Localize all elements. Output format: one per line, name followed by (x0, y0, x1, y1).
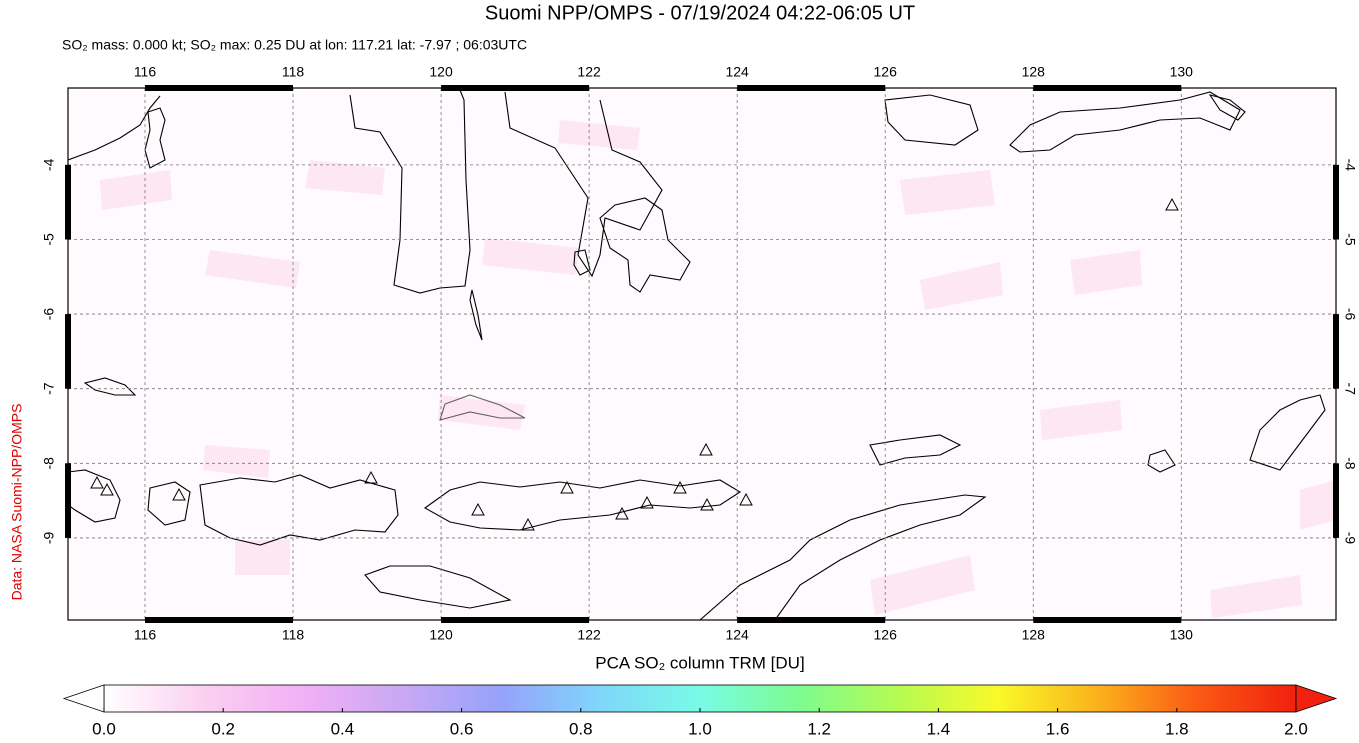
x-tick-label-bottom: 116 (134, 627, 157, 643)
frame-tick-band (1333, 164, 1339, 240)
colorbar-tick-label: 0.0 (92, 719, 116, 738)
x-tick-label-bottom: 120 (429, 627, 453, 643)
colorbar-tick-label: 1.8 (1165, 719, 1189, 738)
x-tick-label-bottom: 118 (282, 627, 305, 643)
colorbar (103, 684, 1297, 713)
colorbar-tick-label: 0.6 (450, 719, 474, 738)
x-tick-label-bottom: 124 (725, 627, 749, 643)
x-tick-label-bottom: 122 (577, 627, 601, 643)
x-tick-label-top: 126 (874, 64, 898, 80)
frame-tick-band (65, 164, 71, 240)
y-tick-label-right: -4 (1342, 159, 1358, 172)
y-tick-label-left: -7 (41, 382, 57, 395)
y-tick-label-left: -9 (41, 531, 57, 544)
y-tick-label-right: -5 (1342, 233, 1358, 246)
x-tick-label-top: 130 (1170, 64, 1194, 80)
x-tick-label-top: 124 (725, 64, 749, 80)
frame-tick-band (441, 617, 590, 623)
colorbar-label: PCA SO₂ column TRM [DU] (595, 653, 804, 672)
frame-tick-band (65, 463, 71, 538)
frame-tick-band (144, 617, 294, 623)
credit: Data: NASA Suomi-NPP/OMPS (9, 404, 25, 601)
frame-tick-band (1333, 314, 1339, 389)
coastlines (68, 89, 1326, 620)
volcano-markers (90, 197, 1179, 531)
y-tick-label-right: -9 (1342, 532, 1358, 545)
x-tick-label-top: 120 (429, 64, 453, 80)
x-tick-label-bottom: 126 (874, 627, 898, 643)
map-area (68, 88, 1336, 620)
colorbar-tick-label: 0.2 (211, 719, 235, 738)
y-tick-label-left: -4 (41, 158, 57, 171)
map-background (68, 88, 1336, 620)
subtitle: SO₂ mass: 0.000 kt; SO₂ max: 0.25 DU at … (62, 37, 527, 53)
colorbar-tick-label: 1.6 (1046, 719, 1070, 738)
frame-tick-band (1033, 617, 1182, 623)
colorbar-tick-label: 2.0 (1284, 719, 1308, 738)
y-tick-label-left: -6 (41, 308, 57, 321)
frame-tick-band (1033, 85, 1182, 91)
frame-tick-band (144, 85, 294, 91)
y-tick-label-left: -5 (41, 233, 57, 246)
x-tick-label-top: 116 (134, 64, 157, 80)
colorbar-tick-label: 1.0 (688, 719, 712, 738)
y-tick-label-right: -8 (1342, 457, 1358, 470)
frame-tick-band (737, 617, 886, 623)
y-tick-label-right: -6 (1342, 308, 1358, 321)
y-tick-label-right: -7 (1342, 382, 1358, 395)
title: Suomi NPP/OMPS - 07/19/2024 04:22-06:05 … (485, 2, 915, 24)
frame-tick-band (441, 85, 590, 91)
colorbar-high-arrow (1295, 684, 1338, 713)
y-tick-label-left: -8 (41, 457, 57, 470)
frame-tick-band (1333, 463, 1339, 538)
x-tick-label-top: 118 (282, 64, 305, 80)
frame-tick-band (65, 314, 71, 389)
x-tick-label-bottom: 130 (1170, 627, 1194, 643)
colorbar-tick-label: 1.4 (927, 719, 951, 738)
frame-tick-band (737, 85, 886, 91)
colorbar-low-arrow (62, 684, 105, 713)
colorbar-tick-label: 0.4 (331, 719, 355, 738)
x-tick-label-bottom: 128 (1022, 627, 1046, 643)
x-tick-label-top: 128 (1022, 64, 1046, 80)
x-tick-label-top: 122 (577, 64, 601, 80)
colorbar-tick-label: 0.8 (569, 719, 593, 738)
colorbar-tick-label: 1.2 (807, 719, 831, 738)
so2-patches (100, 120, 1336, 618)
